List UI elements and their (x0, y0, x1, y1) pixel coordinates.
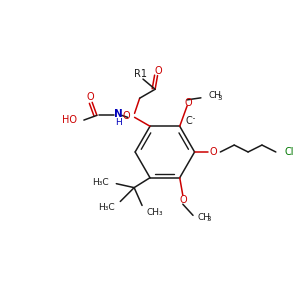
Text: O: O (155, 66, 162, 76)
Text: Cl: Cl (285, 147, 294, 157)
Text: CH: CH (209, 92, 222, 100)
Text: 3: 3 (207, 216, 211, 222)
Text: CH₃: CH₃ (146, 208, 163, 217)
Text: HO: HO (62, 115, 77, 125)
Text: ·: · (192, 113, 196, 126)
Text: R1: R1 (134, 69, 146, 79)
Text: H₃C: H₃C (92, 178, 108, 187)
Text: O: O (86, 92, 94, 102)
Text: O: O (179, 195, 187, 205)
Text: C: C (186, 116, 192, 126)
Text: CH: CH (198, 213, 211, 222)
Text: O: O (123, 111, 130, 121)
Text: H: H (115, 118, 122, 127)
Text: N: N (114, 110, 123, 119)
Text: H₃C: H₃C (98, 203, 114, 212)
Text: O: O (210, 147, 217, 157)
Text: O: O (184, 98, 192, 108)
Text: 3: 3 (218, 95, 222, 101)
